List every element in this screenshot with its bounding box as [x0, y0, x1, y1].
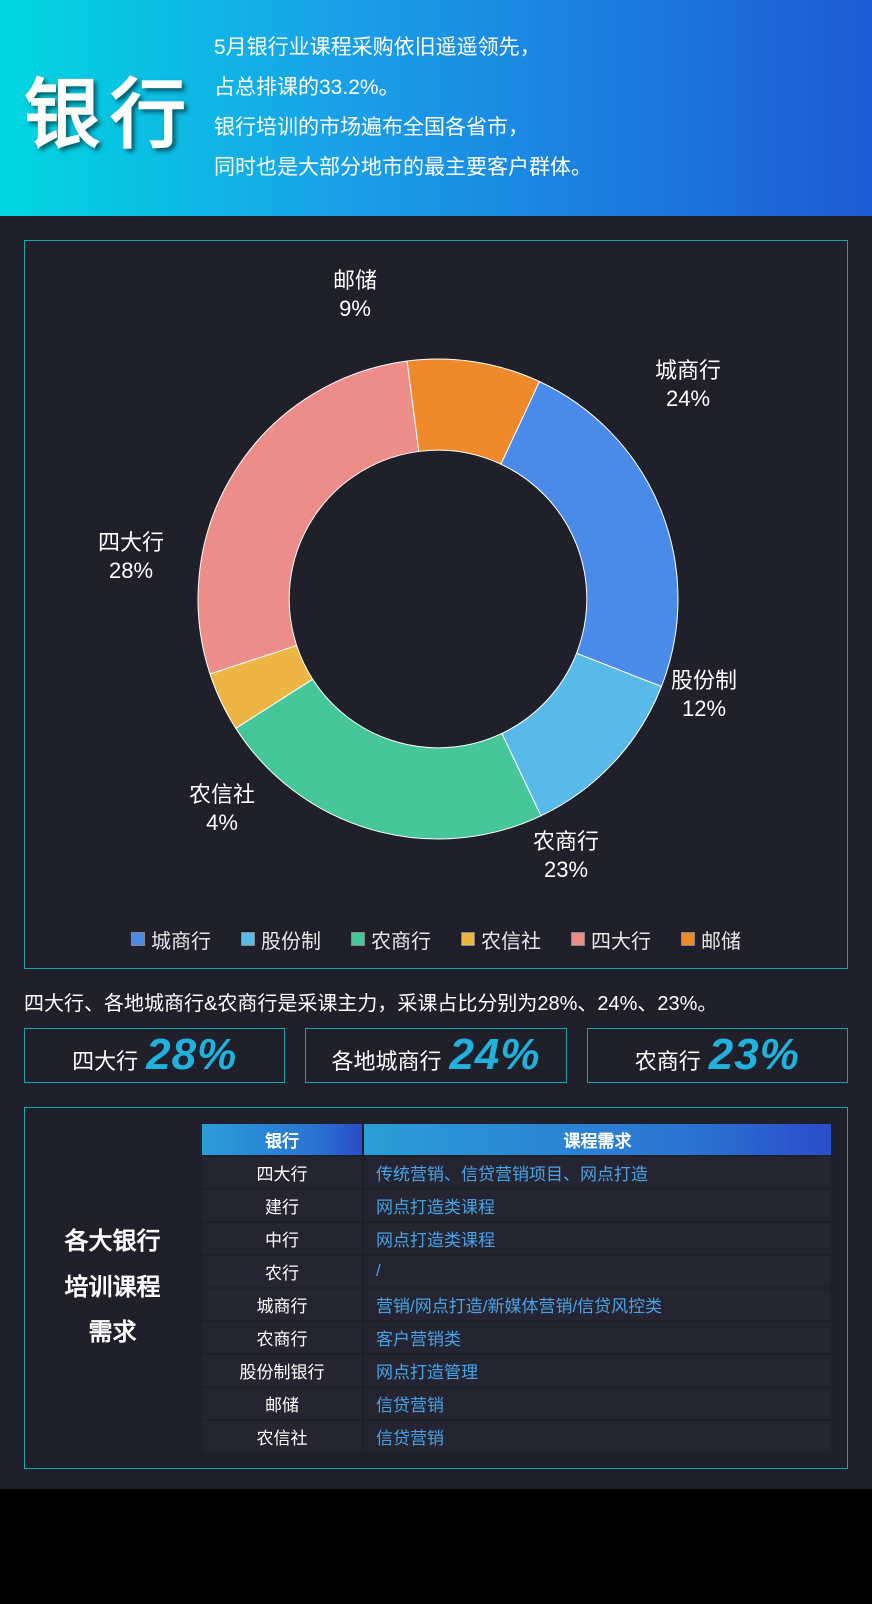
table-row: 股份制银行网点打造管理 — [202, 1355, 831, 1386]
table-caption-line: 各大银行 — [65, 1219, 161, 1265]
donut-slice-label: 城商行24% — [655, 357, 721, 414]
stat-value: 23% — [709, 1030, 800, 1080]
stat-card: 四大行28% — [24, 1028, 285, 1083]
donut-slice-label: 邮储9% — [333, 267, 377, 324]
demand-cell: 网点打造类课程 — [364, 1190, 831, 1221]
table-header-cell: 课程需求 — [364, 1124, 831, 1155]
table-row: 四大行传统营销、信贷营销项目、网点打造 — [202, 1157, 831, 1188]
demand-table-panel: 各大银行 培训课程 需求 银行课程需求四大行传统营销、信贷营销项目、网点打造建行… — [24, 1107, 848, 1469]
legend-item: 农商行 — [351, 925, 431, 954]
demand-table: 银行课程需求四大行传统营销、信贷营销项目、网点打造建行网点打造类课程中行网点打造… — [200, 1122, 833, 1454]
donut-chart: 城商行24% 股份制12% 农商行23% 农信社4% 四大行28% 邮储9% — [43, 259, 829, 919]
legend-item: 城商行 — [131, 925, 211, 954]
stat-card: 农商行23% — [587, 1028, 848, 1083]
stat-card: 各地城商行24% — [305, 1028, 566, 1083]
demand-cell: / — [364, 1256, 831, 1287]
legend-item: 股份制 — [241, 925, 321, 954]
bank-cell: 股份制银行 — [202, 1355, 362, 1386]
table-caption-line: 培训课程 — [65, 1265, 161, 1311]
bank-cell: 邮储 — [202, 1388, 362, 1419]
table-row: 建行网点打造类课程 — [202, 1190, 831, 1221]
page-title: 银行 — [24, 53, 196, 163]
legend-item: 四大行 — [571, 925, 651, 954]
donut-slice — [501, 381, 678, 686]
bank-cell: 农商行 — [202, 1322, 362, 1353]
bank-cell: 农信社 — [202, 1421, 362, 1452]
demand-cell: 网点打造管理 — [364, 1355, 831, 1386]
demand-cell: 营销/网点打造/新媒体营销/信贷风控类 — [364, 1289, 831, 1320]
stat-name: 四大行 — [72, 1044, 138, 1076]
table-header-cell: 银行 — [202, 1124, 362, 1155]
donut-slice-label: 农商行23% — [533, 828, 599, 885]
donut-slice — [198, 361, 419, 674]
donut-slice — [236, 679, 541, 839]
stat-value: 24% — [449, 1030, 540, 1080]
table-row: 农商行客户营销类 — [202, 1322, 831, 1353]
table-row: 农行/ — [202, 1256, 831, 1287]
donut-slice-label: 四大行28% — [98, 529, 164, 586]
demand-cell: 网点打造类课程 — [364, 1223, 831, 1254]
table-caption: 各大银行 培训课程 需求 — [25, 1122, 200, 1454]
legend-item: 邮储 — [681, 925, 741, 954]
bank-cell: 农行 — [202, 1256, 362, 1287]
demand-cell: 信贷营销 — [364, 1388, 831, 1419]
stat-name: 各地城商行 — [331, 1044, 441, 1076]
page-root: 银行 5月银行业课程采购依旧遥遥领先，占总排课的33.2%。银行培训的市场遍布全… — [0, 0, 872, 1489]
table-row: 城商行营销/网点打造/新媒体营销/信贷风控类 — [202, 1289, 831, 1320]
donut-slice-label: 股份制12% — [671, 667, 737, 724]
bank-cell: 中行 — [202, 1223, 362, 1254]
chart-legend: 城商行 股份制 农商行 农信社 四大行 邮储 — [43, 919, 829, 956]
donut-slice-label: 农信社4% — [189, 781, 255, 838]
table-row: 中行网点打造类课程 — [202, 1223, 831, 1254]
bank-cell: 四大行 — [202, 1157, 362, 1188]
table-caption-line: 需求 — [89, 1310, 137, 1356]
stat-value: 28% — [146, 1030, 237, 1080]
stat-name: 农商行 — [635, 1044, 701, 1076]
header-band: 银行 5月银行业课程采购依旧遥遥领先，占总排课的33.2%。银行培训的市场遍布全… — [0, 0, 872, 216]
bank-cell: 建行 — [202, 1190, 362, 1221]
stats-description: 四大行、各地城商行&农商行是采课主力，采课占比分别为28%、24%、23%。 — [24, 987, 848, 1016]
page-description: 5月银行业课程采购依旧遥遥领先，占总排课的33.2%。银行培训的市场遍布全国各省… — [214, 28, 592, 188]
demand-cell: 传统营销、信贷营销项目、网点打造 — [364, 1157, 831, 1188]
stats-row: 四大行28% 各地城商行24% 农商行23% — [24, 1028, 848, 1083]
demand-cell: 信贷营销 — [364, 1421, 831, 1452]
donut-chart-panel: 城商行24% 股份制12% 农商行23% 农信社4% 四大行28% 邮储9% 城商行 股份制… — [24, 240, 848, 969]
table-row: 邮储信贷营销 — [202, 1388, 831, 1419]
bank-cell: 城商行 — [202, 1289, 362, 1320]
table-row: 农信社信贷营销 — [202, 1421, 831, 1452]
legend-item: 农信社 — [461, 925, 541, 954]
demand-cell: 客户营销类 — [364, 1322, 831, 1353]
